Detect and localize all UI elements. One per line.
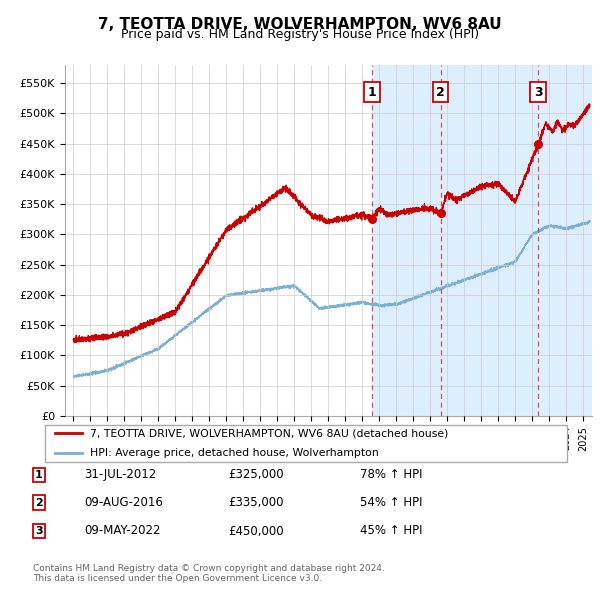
Text: HPI: Average price, detached house, Wolverhampton: HPI: Average price, detached house, Wolv… (89, 448, 378, 458)
Bar (372, 65, 592, 416)
FancyBboxPatch shape (44, 425, 568, 461)
Text: 1: 1 (35, 470, 43, 480)
Text: 7, TEOTTA DRIVE, WOLVERHAMPTON, WV6 8AU: 7, TEOTTA DRIVE, WOLVERHAMPTON, WV6 8AU (98, 17, 502, 31)
Bar (538, 65, 592, 416)
Text: 45% ↑ HPI: 45% ↑ HPI (360, 525, 422, 537)
Text: Price paid vs. HM Land Registry's House Price Index (HPI): Price paid vs. HM Land Registry's House … (121, 28, 479, 41)
Text: 78% ↑ HPI: 78% ↑ HPI (360, 468, 422, 481)
Text: 7, TEOTTA DRIVE, WOLVERHAMPTON, WV6 8AU (detached house): 7, TEOTTA DRIVE, WOLVERHAMPTON, WV6 8AU … (89, 428, 448, 438)
Bar (440, 65, 592, 416)
Text: 2: 2 (35, 498, 43, 507)
Text: 31-JUL-2012: 31-JUL-2012 (84, 468, 156, 481)
Text: £335,000: £335,000 (228, 496, 284, 509)
Text: 1: 1 (368, 86, 376, 99)
Text: £325,000: £325,000 (228, 468, 284, 481)
Text: 3: 3 (35, 526, 43, 536)
Text: 09-MAY-2022: 09-MAY-2022 (84, 525, 161, 537)
Text: This data is licensed under the Open Government Licence v3.0.: This data is licensed under the Open Gov… (33, 574, 322, 583)
Text: 54% ↑ HPI: 54% ↑ HPI (360, 496, 422, 509)
Text: Contains HM Land Registry data © Crown copyright and database right 2024.: Contains HM Land Registry data © Crown c… (33, 565, 385, 573)
Text: 3: 3 (534, 86, 542, 99)
Text: £450,000: £450,000 (228, 525, 284, 537)
Text: 09-AUG-2016: 09-AUG-2016 (84, 496, 163, 509)
Text: 2: 2 (436, 86, 445, 99)
